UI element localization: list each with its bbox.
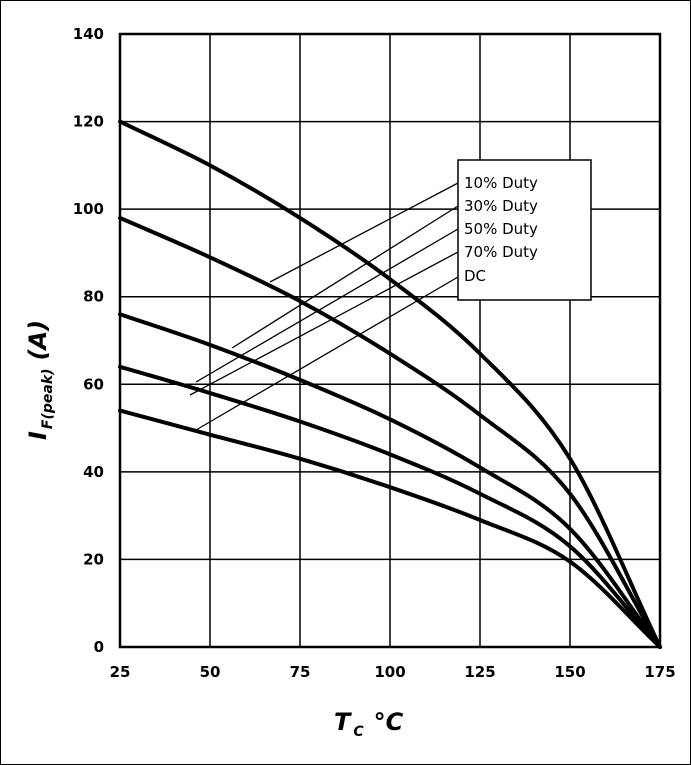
legend-entry-30-duty: 30% Duty — [464, 197, 538, 215]
x-axis-title-unit: °C — [374, 708, 404, 736]
y-tick-label-100: 100 — [73, 200, 104, 218]
legend-leader-lines — [190, 183, 458, 430]
legend-entry-70-duty: 70% Duty — [464, 243, 538, 261]
y-tick-label-120: 120 — [73, 113, 104, 131]
x-axis-title: T C °C — [334, 708, 404, 740]
svg-text:IF(peak)(A): I F(peak) (A) — [24, 320, 56, 440]
tick-labels: 25 50 75 100 125 150 175 0 20 40 60 80 100 120 140 — [73, 25, 676, 681]
legend: 10% Duty 30% Duty 50% Duty 70% Duty DC — [458, 160, 591, 300]
x-tick-label-50: 50 — [200, 663, 221, 681]
x-axis-title-sub: C — [353, 724, 364, 740]
legend-entry-dc: DC — [464, 267, 486, 285]
y-tick-label-80: 80 — [83, 288, 104, 306]
x-tick-label-25: 25 — [110, 663, 131, 681]
y-axis-title-main: I — [24, 431, 52, 440]
y-tick-label-20: 20 — [83, 550, 104, 568]
x-axis-title-main: T — [334, 708, 352, 736]
x-tick-label-150: 150 — [554, 663, 585, 681]
x-tick-label-75: 75 — [290, 663, 311, 681]
x-tick-label-125: 125 — [464, 663, 495, 681]
x-tick-label-100: 100 — [374, 663, 405, 681]
y-tick-label-40: 40 — [83, 463, 104, 481]
x-tick-label-175: 175 — [644, 663, 675, 681]
y-tick-label-0: 0 — [94, 638, 104, 656]
y-axis-title-unit: (A) — [24, 320, 52, 361]
y-tick-label-60: 60 — [83, 375, 104, 393]
legend-entry-10-duty: 10% Duty — [464, 174, 538, 192]
y-axis-title-sub: F(peak) — [40, 368, 56, 429]
svg-text:TC°C: T C °C — [334, 708, 404, 740]
y-axis-title: I F(peak) (A) — [24, 320, 56, 440]
y-tick-label-140: 140 — [73, 25, 104, 43]
legend-entry-50-duty: 50% Duty — [464, 220, 538, 238]
